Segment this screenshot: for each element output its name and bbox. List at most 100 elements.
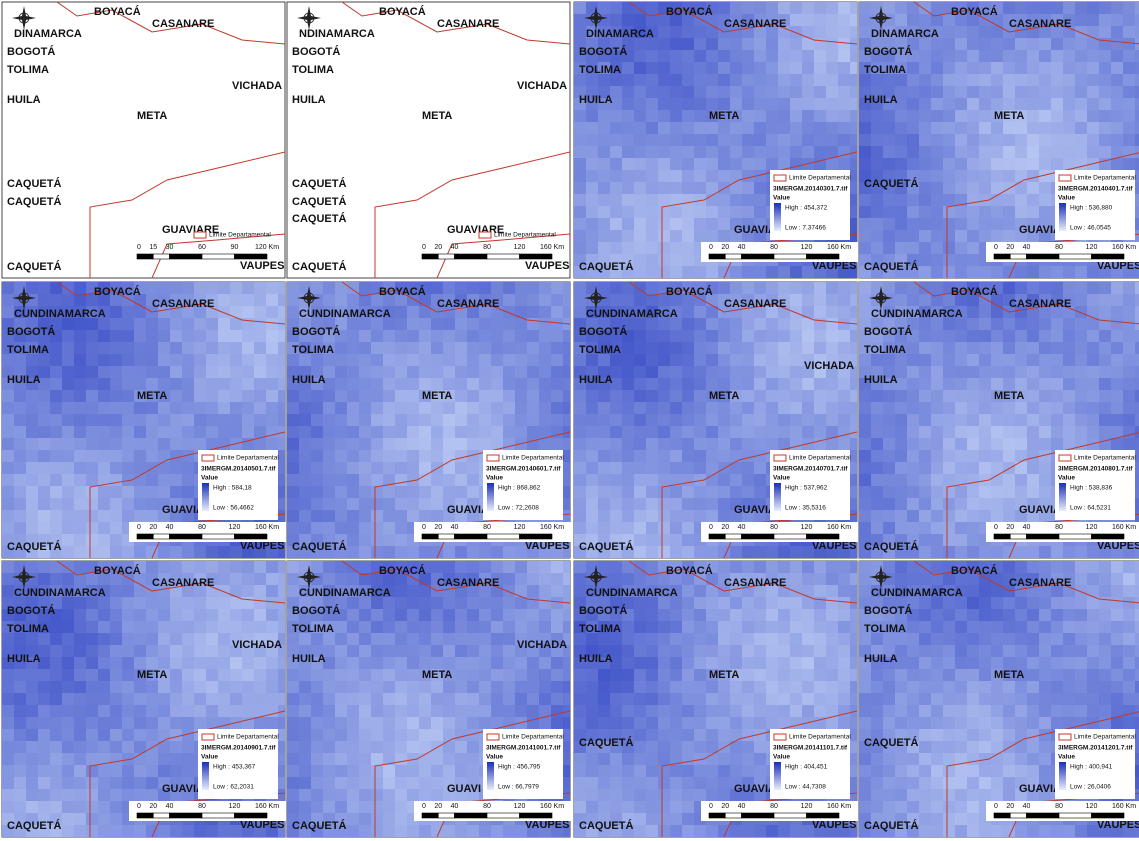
raster-cell <box>682 450 694 462</box>
raster-cell <box>694 230 706 242</box>
place-label: HUILA <box>864 374 898 386</box>
place-label: TOLIMA <box>292 623 334 635</box>
raster-cell <box>826 62 838 74</box>
raster-cell <box>527 390 539 402</box>
raster-cell <box>706 38 718 50</box>
raster-cell <box>682 597 694 609</box>
raster-cell <box>254 318 266 330</box>
raster-cell <box>527 330 539 342</box>
raster-cell <box>931 330 943 342</box>
raster-cell <box>1099 294 1111 306</box>
raster-cell <box>467 342 479 354</box>
raster-cell <box>919 230 931 242</box>
raster-cell <box>299 474 311 486</box>
raster-cell <box>206 342 218 354</box>
place-label: BOGOTÁ <box>7 325 55 338</box>
raster-cell <box>134 330 146 342</box>
raster-cell <box>790 98 802 110</box>
raster-cell <box>395 546 407 558</box>
raster-cell <box>967 206 979 218</box>
place-label: TOLIMA <box>7 64 49 76</box>
raster-cell <box>383 486 395 498</box>
raster-cell <box>766 122 778 134</box>
raster-cell <box>1039 146 1051 158</box>
raster-cell <box>790 426 802 438</box>
raster-cell <box>50 777 62 789</box>
raster-cell <box>395 366 407 378</box>
raster-cell <box>515 561 527 573</box>
raster-cell <box>311 693 323 705</box>
raster-cell <box>515 330 527 342</box>
raster-cell <box>802 14 814 26</box>
raster-cell <box>242 621 254 633</box>
raster-cell <box>967 522 979 534</box>
raster-cell <box>1003 2 1015 14</box>
raster-cell <box>299 438 311 450</box>
raster-cell <box>98 486 110 498</box>
raster-cell <box>383 729 395 741</box>
raster-cell <box>634 633 646 645</box>
raster-cell <box>371 366 383 378</box>
raster-cell <box>1123 26 1135 38</box>
raster-cell <box>146 438 158 450</box>
raster-cell <box>395 510 407 522</box>
raster-cell <box>919 206 931 218</box>
raster-cell <box>622 450 634 462</box>
scale-segment <box>153 534 169 539</box>
place-label: BOGOTÁ <box>7 604 55 617</box>
raster-cell <box>323 402 335 414</box>
raster-cell <box>1123 318 1135 330</box>
raster-cell <box>182 717 194 729</box>
raster-cell <box>371 522 383 534</box>
raster-cell <box>859 206 871 218</box>
raster-cell <box>682 402 694 414</box>
raster-cell <box>742 402 754 414</box>
raster-cell <box>766 633 778 645</box>
raster-cell <box>38 765 50 777</box>
raster-cell <box>742 110 754 122</box>
raster-cell <box>1039 158 1051 170</box>
raster-cell <box>395 633 407 645</box>
raster-cell <box>515 426 527 438</box>
raster-cell <box>838 414 850 426</box>
raster-cell <box>955 158 967 170</box>
raster-cell <box>323 282 335 294</box>
place-label: HUILA <box>7 94 41 106</box>
raster-cell <box>383 414 395 426</box>
raster-cell <box>610 206 622 218</box>
raster-cell <box>86 486 98 498</box>
raster-cell <box>122 669 134 681</box>
raster-cell <box>218 378 230 390</box>
raster-cell <box>311 801 323 813</box>
raster-cell <box>527 366 539 378</box>
raster-cell <box>2 474 14 486</box>
raster-cell <box>1111 294 1123 306</box>
raster-cell <box>98 693 110 705</box>
raster-cell <box>871 402 883 414</box>
raster-cell <box>395 462 407 474</box>
raster-cell <box>515 282 527 294</box>
raster-cell <box>431 354 443 366</box>
legend: Limite Departamental3IMERGM.20140601.7.t… <box>483 450 564 520</box>
place-label: DINAMARCA <box>14 28 82 40</box>
raster-cell <box>766 378 778 390</box>
raster-cell <box>742 609 754 621</box>
raster-cell <box>467 486 479 498</box>
raster-cell <box>347 294 359 306</box>
raster-cell <box>871 438 883 450</box>
scale-label: 160 Km <box>255 803 279 810</box>
raster-cell <box>1063 98 1075 110</box>
raster-cell <box>907 74 919 86</box>
scale-label: 20 <box>149 524 157 531</box>
scale-segment <box>725 534 741 539</box>
raster-cell <box>74 609 86 621</box>
raster-cell <box>826 342 838 354</box>
raster-cell <box>883 294 895 306</box>
raster-cell <box>491 330 503 342</box>
raster-cell <box>431 621 443 633</box>
raster-cell <box>814 609 826 621</box>
raster-cell <box>742 122 754 134</box>
legend: Limite Departamental3IMERGM.20140701.7.t… <box>770 450 851 520</box>
raster-cell <box>98 402 110 414</box>
raster-cell <box>443 402 455 414</box>
